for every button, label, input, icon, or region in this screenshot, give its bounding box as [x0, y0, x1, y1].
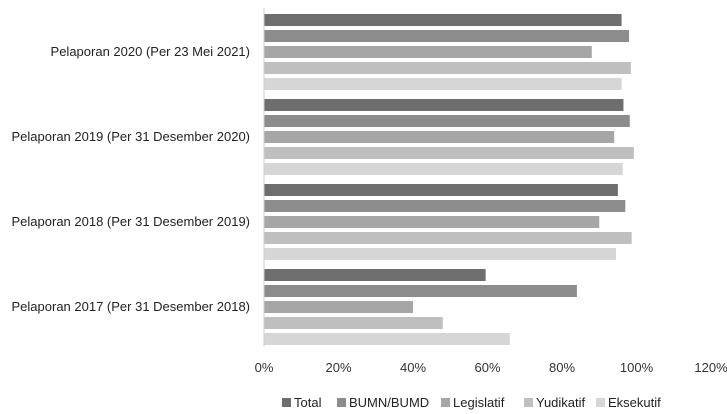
bar-eksekutif — [264, 333, 510, 345]
x-tick-label: 100% — [620, 360, 654, 375]
bar-yudikatif — [264, 317, 443, 329]
category-label: Pelaporan 2019 (Per 31 Desember 2020) — [12, 129, 250, 144]
legend-label: Yudikatif — [536, 395, 586, 410]
legend-item: Eksekutif — [596, 395, 661, 410]
bar-eksekutif — [264, 78, 622, 90]
legend: Total BUMN/BUMD Legislatif Yudikatif Eksekut… — [282, 395, 661, 410]
legend-item: Legislatif — [441, 395, 505, 410]
x-tick-label: 120% — [694, 360, 727, 375]
x-tick-label: 60% — [474, 360, 500, 375]
legend-label: BUMN/BUMD — [349, 395, 429, 410]
bar-yudikatif — [264, 62, 631, 74]
bar-legislatif — [264, 46, 592, 58]
bar-yudikatif — [264, 147, 634, 159]
x-axis-tick-labels: 0% 20% 40% 60% 80% 100% 120% — [255, 360, 727, 375]
x-tick-label: 20% — [325, 360, 351, 375]
bar-bumn-bumd — [264, 115, 630, 127]
bar-legislatif — [264, 301, 413, 313]
legend-swatch — [596, 398, 605, 407]
category-label: Pelaporan 2017 (Per 31 Desember 2018) — [12, 299, 250, 314]
bar-eksekutif — [264, 163, 623, 175]
bar-legislatif — [264, 216, 600, 228]
legend-swatch — [441, 398, 450, 407]
bar-legislatif — [264, 131, 615, 143]
x-tick-label: 80% — [549, 360, 575, 375]
bar-bumn-bumd — [264, 30, 630, 42]
bar-eksekutif — [264, 248, 617, 260]
legend-label: Legislatif — [453, 395, 505, 410]
legend-item: Yudikatif — [524, 395, 586, 410]
category-labels: Pelaporan 2020 (Per 23 Mei 2021) Pelapora… — [12, 44, 250, 314]
x-tick-label: 0% — [255, 360, 274, 375]
bar-total — [264, 99, 624, 111]
legend-swatch — [337, 398, 346, 407]
legend-label: Total — [294, 395, 322, 410]
category-label: Pelaporan 2018 (Per 31 Desember 2019) — [12, 214, 250, 229]
legend-swatch — [524, 398, 533, 407]
bar-total — [264, 269, 486, 281]
bar-bumn-bumd — [264, 200, 626, 212]
bars — [264, 14, 634, 345]
bar-total — [264, 14, 622, 26]
legend-label: Eksekutif — [608, 395, 661, 410]
bar-bumn-bumd — [264, 285, 577, 297]
bar-yudikatif — [264, 232, 632, 244]
x-tick-label: 40% — [400, 360, 426, 375]
legend-swatch — [282, 398, 291, 407]
category-label: Pelaporan 2020 (Per 23 Mei 2021) — [51, 44, 250, 59]
bar-total — [264, 184, 618, 196]
legend-item: BUMN/BUMD — [337, 395, 429, 410]
legend-item: Total — [282, 395, 322, 410]
